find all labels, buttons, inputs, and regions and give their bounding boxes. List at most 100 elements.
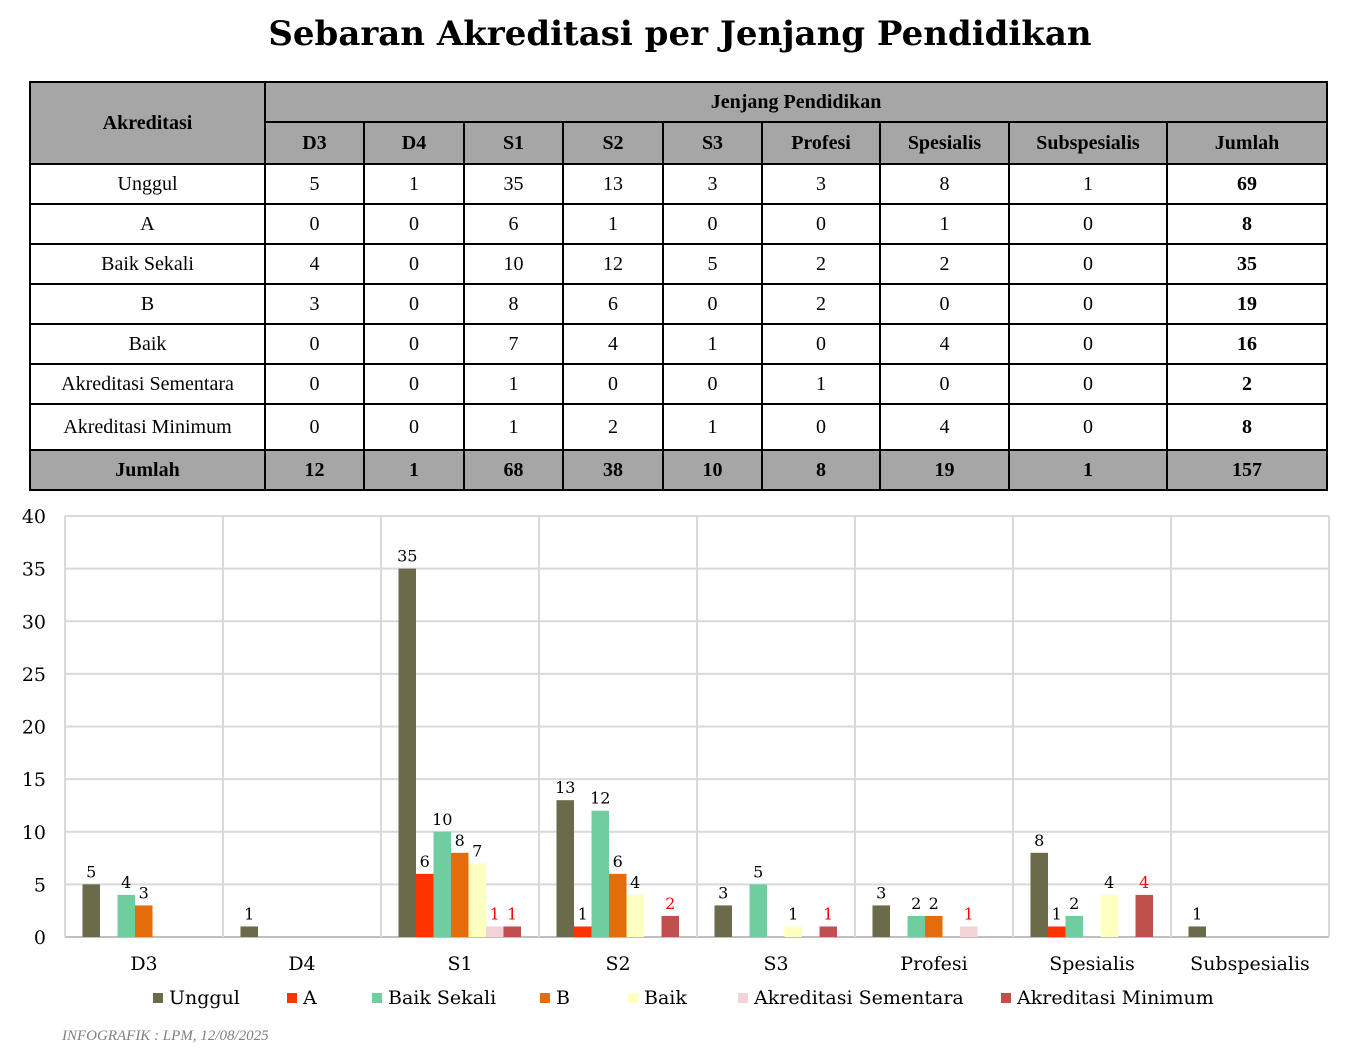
data-label: 2 [911, 894, 921, 913]
data-label: 1 [823, 904, 833, 923]
total-cell: 19 [879, 449, 1010, 491]
row-sum-cell: 2 [1165, 363, 1329, 405]
table-cell: 4 [879, 403, 1010, 451]
table-row: Baik Sekali 4 0 10 12 5 2 2 0 35 [29, 243, 1329, 285]
legend-swatch [738, 993, 748, 1003]
total-row: Jumlah 12 1 68 38 10 8 19 1 157 [29, 449, 1329, 491]
row-label: Akreditasi Minimum [29, 403, 266, 451]
total-cell: 12 [264, 449, 365, 491]
data-label: 2 [665, 894, 675, 913]
bar [556, 800, 574, 937]
table-cell: 1 [562, 203, 664, 245]
legend-swatch [153, 993, 163, 1003]
row-sum-cell: 8 [1165, 403, 1329, 451]
table-cell: 0 [879, 283, 1010, 325]
footer-credit: INFOGRAFIK : LPM, 12/08/2025 [62, 1028, 269, 1044]
data-label: 6 [613, 852, 623, 871]
legend-swatch [628, 993, 638, 1003]
bar [433, 831, 451, 937]
bar [398, 568, 416, 937]
data-label: 13 [555, 778, 575, 797]
table-cell: 1 [463, 363, 564, 405]
bar [1048, 926, 1066, 937]
data-label: 10 [432, 810, 452, 829]
table-cell: 0 [662, 203, 763, 245]
table-cell: 0 [1008, 243, 1168, 285]
table-cell: 0 [363, 283, 465, 325]
table-cell: 0 [363, 363, 465, 405]
y-tick-label: 0 [34, 927, 46, 949]
table-cell: 0 [662, 283, 763, 325]
bar [591, 810, 609, 937]
bar [661, 915, 679, 937]
table-cell: 1 [1008, 163, 1168, 205]
bar [784, 926, 802, 937]
x-tick-label: S2 [605, 953, 630, 975]
row-label: Akreditasi Sementara [29, 363, 266, 405]
data-label: 4 [1139, 873, 1149, 892]
total-cell: 1 [1008, 449, 1168, 491]
y-tick-label: 35 [22, 559, 46, 581]
y-tick-label: 40 [22, 506, 46, 528]
column-header: Profesi [761, 121, 881, 165]
table-cell: 4 [879, 323, 1010, 365]
table-cell: 0 [363, 403, 465, 451]
bar [82, 884, 100, 937]
table-cell: 1 [761, 363, 881, 405]
data-label: 1 [507, 904, 517, 923]
data-label: 4 [630, 873, 640, 892]
bar [240, 926, 258, 937]
table-cell: 0 [1008, 283, 1168, 325]
table-cell: 0 [761, 323, 881, 365]
total-cell: 8 [761, 449, 881, 491]
bar [486, 926, 504, 937]
table-cell: 8 [463, 283, 564, 325]
table-cell: 0 [363, 243, 465, 285]
page-title: Sebaran Akreditasi per Jenjang Pendidika… [268, 14, 1092, 54]
table-cell: 35 [463, 163, 564, 205]
x-tick-label: D3 [130, 953, 157, 975]
total-cell: 68 [463, 449, 564, 491]
data-label: 1 [964, 904, 974, 923]
table-cell: 5 [264, 163, 365, 205]
column-header: Spesialis [879, 121, 1010, 165]
legend-label: Baik Sekali [388, 987, 496, 1009]
legend-label: Baik [644, 987, 687, 1009]
bar [1135, 894, 1153, 937]
bar [1065, 915, 1083, 937]
row-label: Unggul [29, 163, 266, 205]
legend-label: Unggul [169, 987, 240, 1009]
legend-swatch [540, 993, 550, 1003]
table-row: B 3 0 8 6 0 2 0 0 19 [29, 283, 1329, 325]
legend-label: A [302, 987, 317, 1009]
data-label: 12 [590, 789, 610, 808]
column-header: Jumlah [1165, 121, 1329, 165]
table-cell: 0 [264, 323, 365, 365]
data-label: 8 [455, 831, 465, 850]
bar [907, 915, 925, 937]
total-cell: 10 [662, 449, 763, 491]
row-sum-cell: 35 [1165, 243, 1329, 285]
bar [749, 884, 767, 937]
table-row: Akreditasi Minimum 0 0 1 2 1 0 4 0 8 [29, 403, 1329, 451]
table-cell: 0 [761, 203, 881, 245]
table-cell: 2 [879, 243, 1010, 285]
bar [714, 905, 732, 937]
column-header: S2 [562, 121, 664, 165]
table-cell: 0 [1008, 203, 1168, 245]
table-cell: 1 [463, 403, 564, 451]
legend-label: Akreditasi Sementara [753, 987, 964, 1009]
table-cell: 12 [562, 243, 664, 285]
table-cell: 8 [879, 163, 1010, 205]
x-tick-label: S3 [763, 953, 788, 975]
y-tick-label: 5 [34, 874, 46, 896]
table-cell: 2 [761, 243, 881, 285]
table-cell: 1 [662, 403, 763, 451]
table-cell: 0 [264, 403, 365, 451]
data-label: 8 [1034, 831, 1044, 850]
row-sum-cell: 16 [1165, 323, 1329, 365]
bar [574, 926, 592, 937]
table-cell: 2 [761, 283, 881, 325]
